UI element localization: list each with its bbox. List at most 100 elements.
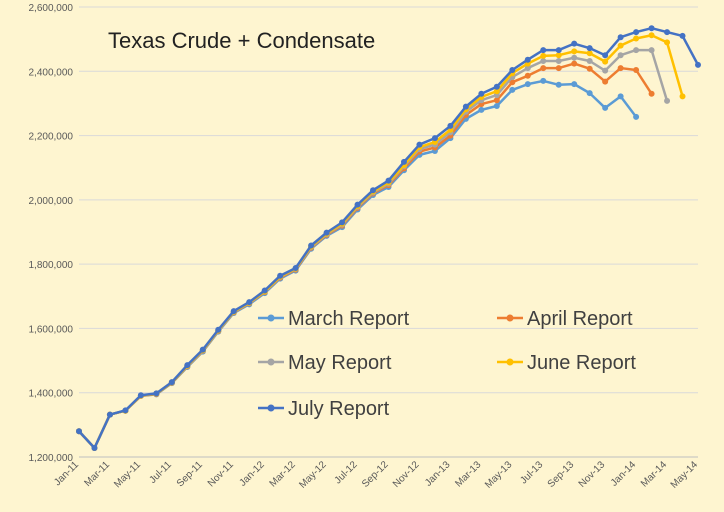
data-point xyxy=(633,29,640,36)
legend-label: July Report xyxy=(288,398,390,420)
data-point xyxy=(462,103,469,110)
chart-title: Texas Crude + Condensate xyxy=(108,28,375,53)
gridlines xyxy=(79,6,698,394)
legend-label: May Report xyxy=(288,352,392,374)
data-point xyxy=(664,97,671,104)
data-point xyxy=(184,362,191,369)
data-point xyxy=(540,52,547,59)
data-point xyxy=(633,113,640,120)
x-tick-label: Jul-12 xyxy=(333,459,360,486)
legend-swatch-marker xyxy=(267,358,275,366)
y-tick-label: 2,200,000 xyxy=(29,132,74,143)
data-point xyxy=(385,177,392,184)
data-point xyxy=(509,86,516,93)
data-point xyxy=(633,47,640,54)
data-point xyxy=(339,219,346,226)
data-point xyxy=(370,187,377,194)
x-tick-label: Jan-13 xyxy=(423,459,453,489)
data-point xyxy=(555,58,562,64)
y-tick-label: 2,400,000 xyxy=(29,67,74,78)
y-tick-label: 1,200,000 xyxy=(29,453,74,464)
data-point xyxy=(586,50,593,57)
data-point xyxy=(648,32,655,39)
x-tick-label: Mar-12 xyxy=(268,459,298,489)
x-tick-label: Sep-12 xyxy=(360,459,391,490)
x-tick-label: Mar-14 xyxy=(639,459,669,489)
data-point xyxy=(509,67,516,73)
legend-item-june-report: June Report xyxy=(497,352,636,374)
data-point xyxy=(571,54,578,61)
data-point xyxy=(571,81,578,88)
data-point xyxy=(76,428,82,435)
data-point xyxy=(246,299,253,306)
data-point xyxy=(648,25,655,32)
legend-swatch-marker xyxy=(506,314,514,322)
x-tick-label: May-13 xyxy=(483,459,515,491)
data-point xyxy=(586,90,593,97)
data-point xyxy=(540,77,547,84)
data-point xyxy=(633,35,640,42)
data-point xyxy=(122,407,129,414)
data-point xyxy=(493,97,500,104)
data-point xyxy=(524,65,531,72)
x-tick-label: Sep-11 xyxy=(175,459,205,489)
legend-swatch-marker xyxy=(267,404,275,412)
data-point xyxy=(524,56,531,63)
data-point xyxy=(664,39,671,46)
legend-item-april-report: April Report xyxy=(497,308,633,330)
data-point xyxy=(493,103,500,109)
legend-label: April Report xyxy=(527,308,633,330)
data-point xyxy=(493,83,500,90)
data-point xyxy=(555,81,562,88)
data-point xyxy=(431,135,438,142)
y-tick-label: 1,800,000 xyxy=(29,260,74,271)
data-point xyxy=(137,392,144,399)
data-point xyxy=(664,29,671,36)
data-point xyxy=(571,48,578,55)
data-point xyxy=(648,90,655,97)
data-point xyxy=(648,47,655,54)
data-point xyxy=(478,106,485,113)
series-lines xyxy=(76,25,701,451)
legend-swatch-marker xyxy=(267,314,275,322)
data-point xyxy=(106,411,113,418)
legend: March Report April Report May Report June R… xyxy=(258,308,636,420)
data-point xyxy=(695,61,701,68)
data-point xyxy=(199,346,206,353)
x-tick-label: Mar-13 xyxy=(453,459,483,489)
data-point xyxy=(153,390,160,397)
x-tick-label: May-14 xyxy=(669,459,701,491)
x-tick-label: Jul-11 xyxy=(147,459,174,486)
data-point xyxy=(633,67,640,73)
data-point xyxy=(679,32,686,39)
data-point xyxy=(679,93,686,100)
x-tick-label: Mar-11 xyxy=(82,459,112,489)
data-point xyxy=(617,93,624,100)
data-point xyxy=(230,308,237,315)
data-point xyxy=(540,65,547,72)
series-line xyxy=(78,62,653,450)
x-tick-label: Nov-12 xyxy=(391,459,422,490)
legend-item-may-report: May Report xyxy=(258,352,392,374)
series-july-report xyxy=(76,25,701,451)
data-point xyxy=(617,34,624,41)
y-tick-label: 2,600,000 xyxy=(29,3,74,14)
data-point xyxy=(493,88,500,95)
y-axis-ticks: 1,200,000 1,400,000 1,600,000 1,800,000 2,00… xyxy=(29,3,74,464)
y-tick-label: 1,600,000 xyxy=(29,324,74,335)
data-point xyxy=(323,229,330,236)
series-june-report xyxy=(76,32,686,451)
data-point xyxy=(602,78,609,85)
data-point xyxy=(416,141,423,148)
data-point xyxy=(540,58,547,64)
x-tick-label: Jan-12 xyxy=(237,459,267,489)
data-point xyxy=(617,42,624,49)
y-tick-label: 2,000,000 xyxy=(29,196,74,207)
data-point xyxy=(261,287,268,294)
data-point xyxy=(540,47,547,54)
series-line xyxy=(78,48,669,450)
data-point xyxy=(277,272,284,279)
x-tick-label: Nov-11 xyxy=(206,459,236,489)
x-tick-label: Nov-13 xyxy=(577,459,608,490)
